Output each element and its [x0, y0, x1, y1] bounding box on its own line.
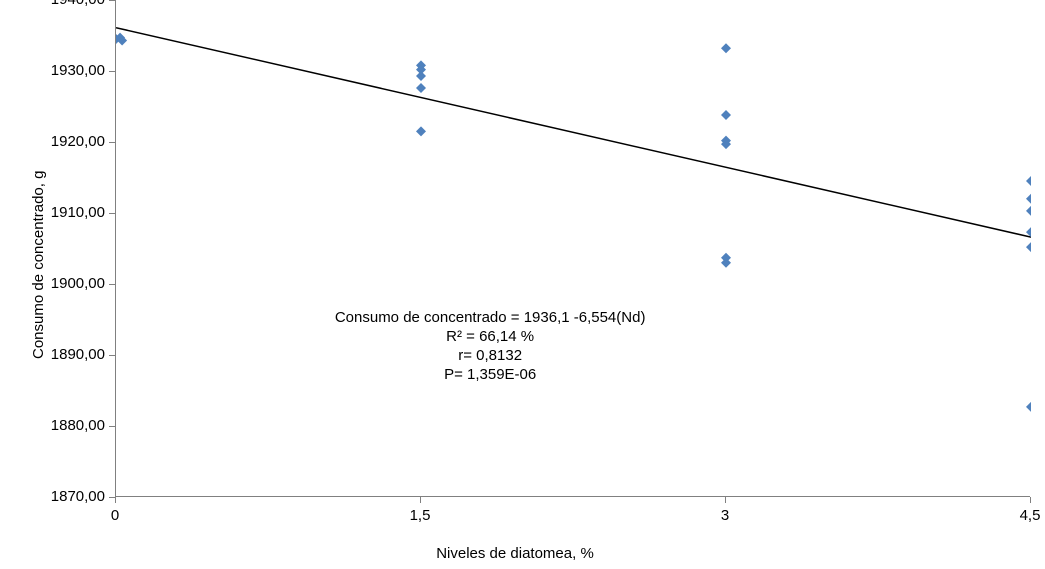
data-point: [116, 33, 125, 43]
y-tick-label: 1930,00: [0, 62, 105, 79]
data-point: [416, 83, 426, 93]
y-tick-label: 1890,00: [0, 346, 105, 363]
x-tick-label: 1,5: [380, 507, 460, 524]
y-tick-mark: [109, 426, 115, 427]
data-point: [116, 34, 121, 44]
data-point: [721, 110, 731, 120]
plot-area: [115, 0, 1030, 497]
y-tick-label: 1910,00: [0, 204, 105, 221]
data-point: [1026, 206, 1031, 216]
y-tick-label: 1900,00: [0, 275, 105, 292]
data-point: [416, 65, 426, 75]
y-tick-label: 1880,00: [0, 417, 105, 434]
x-tick-label: 4,5: [990, 507, 1045, 524]
data-point: [416, 60, 426, 70]
data-point: [117, 35, 127, 45]
data-point: [416, 71, 426, 81]
y-tick-mark: [109, 284, 115, 285]
x-tick-mark: [1030, 497, 1031, 503]
y-tick-mark: [109, 213, 115, 214]
data-point: [1026, 402, 1031, 412]
data-point: [1026, 176, 1031, 186]
y-tick-label: 1920,00: [0, 133, 105, 150]
data-point: [721, 136, 731, 146]
y-tick-label: 1870,00: [0, 488, 105, 505]
data-point: [1026, 194, 1031, 204]
y-tick-mark: [109, 71, 115, 72]
y-axis-label: Consumo de concentrado, g: [30, 170, 47, 358]
equation-line: R² = 66,14 %: [240, 328, 740, 345]
x-axis-label: Niveles de diatomea, %: [0, 545, 1030, 562]
x-tick-mark: [115, 497, 116, 503]
data-point: [1026, 242, 1031, 252]
chart-container: Consumo de concentrado, g Niveles de dia…: [0, 0, 1045, 569]
data-point: [721, 43, 731, 53]
equation-line: Consumo de concentrado = 1936,1 -6,554(N…: [240, 309, 740, 326]
y-tick-label: 1940,00: [0, 0, 105, 8]
trendline: [116, 28, 1031, 237]
y-tick-mark: [109, 0, 115, 1]
data-point: [721, 253, 731, 263]
data-point: [721, 258, 731, 268]
x-tick-label: 3: [685, 507, 765, 524]
equation-line: r= 0,8132: [240, 347, 740, 364]
data-point: [1026, 227, 1031, 237]
x-tick-mark: [725, 497, 726, 503]
chart-svg: [116, 0, 1031, 497]
y-tick-mark: [109, 142, 115, 143]
x-tick-label: 0: [75, 507, 155, 524]
data-point: [721, 139, 731, 149]
equation-line: P= 1,359E-06: [240, 366, 740, 383]
y-tick-mark: [109, 355, 115, 356]
x-tick-mark: [420, 497, 421, 503]
data-point: [416, 126, 426, 136]
